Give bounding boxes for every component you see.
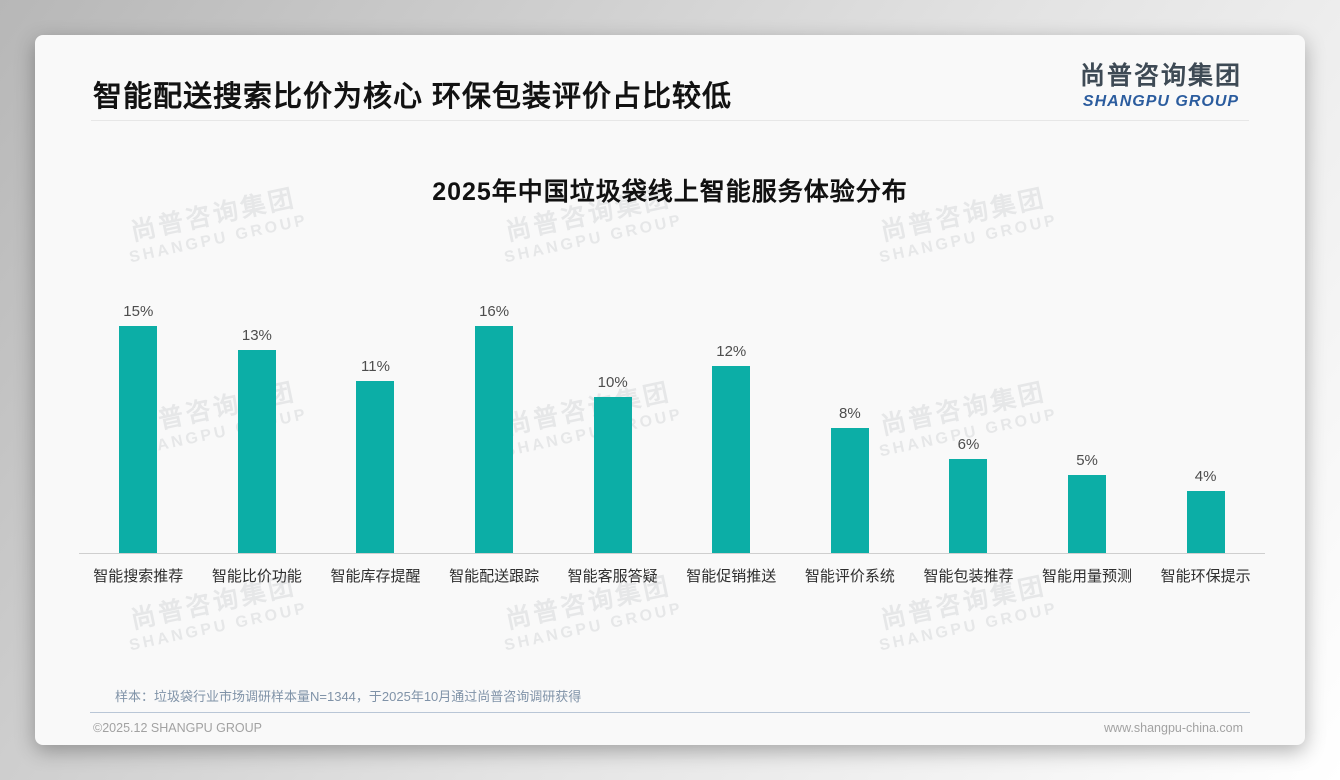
category-label: 智能搜索推荐 <box>93 568 184 585</box>
category-label: 智能环保提示 <box>1160 568 1251 585</box>
website-url: www.shangpu-china.com <box>1104 721 1243 735</box>
category-label: 智能库存提醒 <box>330 568 421 585</box>
bar <box>593 396 632 553</box>
report-card: 尚普咨询集团 SHANGPU GROUP 尚普咨询集团 SHANGPU GROUP 尚普… <box>35 35 1305 745</box>
bar-slot: 11% <box>316 303 435 553</box>
bar-slot: 6% <box>909 303 1028 553</box>
footer-divider <box>90 712 1250 713</box>
bar <box>475 326 514 553</box>
bar-value-label: 10% <box>597 373 628 391</box>
chart-title: 2025年中国垃圾袋线上智能服务体验分布 <box>432 178 908 206</box>
bar-value-label: 11% <box>361 358 390 376</box>
logo-english-text: SHANGPU GROUP <box>1082 93 1240 110</box>
bar-value-label: 13% <box>241 326 272 344</box>
bar-value-label: 15% <box>123 303 154 320</box>
bar-slot: 13% <box>198 303 317 553</box>
category-label: 智能比价功能 <box>211 568 302 585</box>
bar <box>356 381 395 553</box>
header-divider <box>91 120 1249 121</box>
company-logo: 尚普咨询集团 SHANGPU GROUP <box>1080 56 1242 111</box>
category-label: 智能配送跟踪 <box>449 568 540 585</box>
bar-slot: 5% <box>1028 303 1147 553</box>
sample-note: 样本：垃圾袋行业市场调研样本量N=1344，于2025年10月通过尚普咨询调研获… <box>115 689 582 704</box>
bar-slot: 8% <box>791 303 910 553</box>
category-label: 智能用量预测 <box>1042 568 1133 585</box>
bar <box>830 428 869 553</box>
bar-value-label: 8% <box>839 405 861 422</box>
x-axis-labels: 智能搜索推荐 智能比价功能 智能库存提醒 智能配送跟踪 智能客服答疑 智能促销推送 智能评价… <box>79 565 1265 586</box>
category-label: 智能客服答疑 <box>567 568 658 585</box>
bar-value-label: 16% <box>479 303 510 320</box>
page-title: 智能配送搜索比价为核心 环保包装评价占比较低 <box>93 81 733 113</box>
bar <box>712 365 751 553</box>
bar-slot: 4% <box>1146 303 1265 553</box>
x-axis-line <box>79 553 1265 554</box>
bar-value-label: 12% <box>716 342 747 360</box>
category-label: 智能包装推荐 <box>923 568 1014 585</box>
copyright-text: ©2025.12 SHANGPU GROUP <box>93 721 262 735</box>
logo-chinese-text: 尚普咨询集团 <box>1079 62 1242 90</box>
bar <box>1068 474 1107 553</box>
bar <box>1186 490 1225 553</box>
plot-area: 15% 13% 11% 16% 10% 12% 8% 6% 5% 4% <box>79 303 1265 553</box>
bar-slot: 15% <box>79 303 198 553</box>
bar-slot: 10% <box>553 303 672 553</box>
bar <box>949 459 988 553</box>
category-label: 智能评价系统 <box>804 568 895 585</box>
bar <box>237 349 276 553</box>
category-label: 智能促销推送 <box>686 568 777 585</box>
bar-slot: 12% <box>672 303 791 553</box>
bar-value-label: 4% <box>1194 467 1217 485</box>
bar-slot: 16% <box>435 303 554 553</box>
bar-value-label: 6% <box>957 436 980 454</box>
bar-value-label: 5% <box>1076 451 1098 469</box>
bar <box>119 326 158 553</box>
